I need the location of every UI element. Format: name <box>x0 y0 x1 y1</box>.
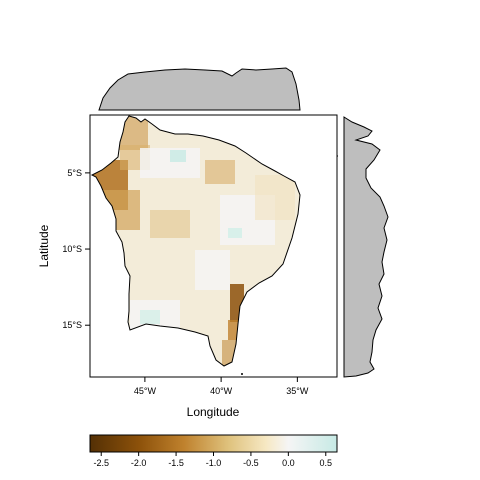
colorbar-tick-label: 0.0 <box>282 458 295 468</box>
top-marginal-density <box>98 67 301 111</box>
colorbar-ticks: -2.5 -2.0 -1.5 -1.0 -0.5 0.0 0.5 <box>93 452 332 468</box>
x-tick-label: 45°W <box>134 386 157 396</box>
y-axis-ticks: 5°S 10°S 15°S <box>62 168 90 330</box>
colorbar-tick-label: -1.0 <box>206 458 222 468</box>
region-outline <box>90 115 301 367</box>
x-tick-label: 40°W <box>210 386 233 396</box>
y-tick-label: 15°S <box>62 320 82 330</box>
map-panel <box>89 114 338 378</box>
colorbar-tick-label: 0.5 <box>320 458 333 468</box>
x-axis-title: Longitude <box>187 405 240 419</box>
x-tick-label: 35°W <box>286 386 309 396</box>
y-tick-label: 10°S <box>62 244 82 254</box>
colorbar-tick-label: -2.0 <box>131 458 147 468</box>
right-marginal-panel <box>334 116 389 378</box>
colorbar: -2.5 -2.0 -1.5 -1.0 -0.5 0.0 0.5 <box>89 434 338 468</box>
top-marginal-panel <box>98 67 301 111</box>
colorbar-tick-label: -2.5 <box>93 458 109 468</box>
colorbar-tick-label: -1.5 <box>168 458 184 468</box>
y-tick-label: 5°S <box>67 168 82 178</box>
island-marker <box>241 373 243 375</box>
x-axis-ticks: 45°W 40°W 35°W <box>134 377 309 396</box>
colorbar-tick-label: -0.5 <box>243 458 259 468</box>
right-marginal-density <box>343 116 389 378</box>
colorbar-gradient <box>89 434 338 453</box>
y-axis-title: Latitude <box>37 224 51 267</box>
